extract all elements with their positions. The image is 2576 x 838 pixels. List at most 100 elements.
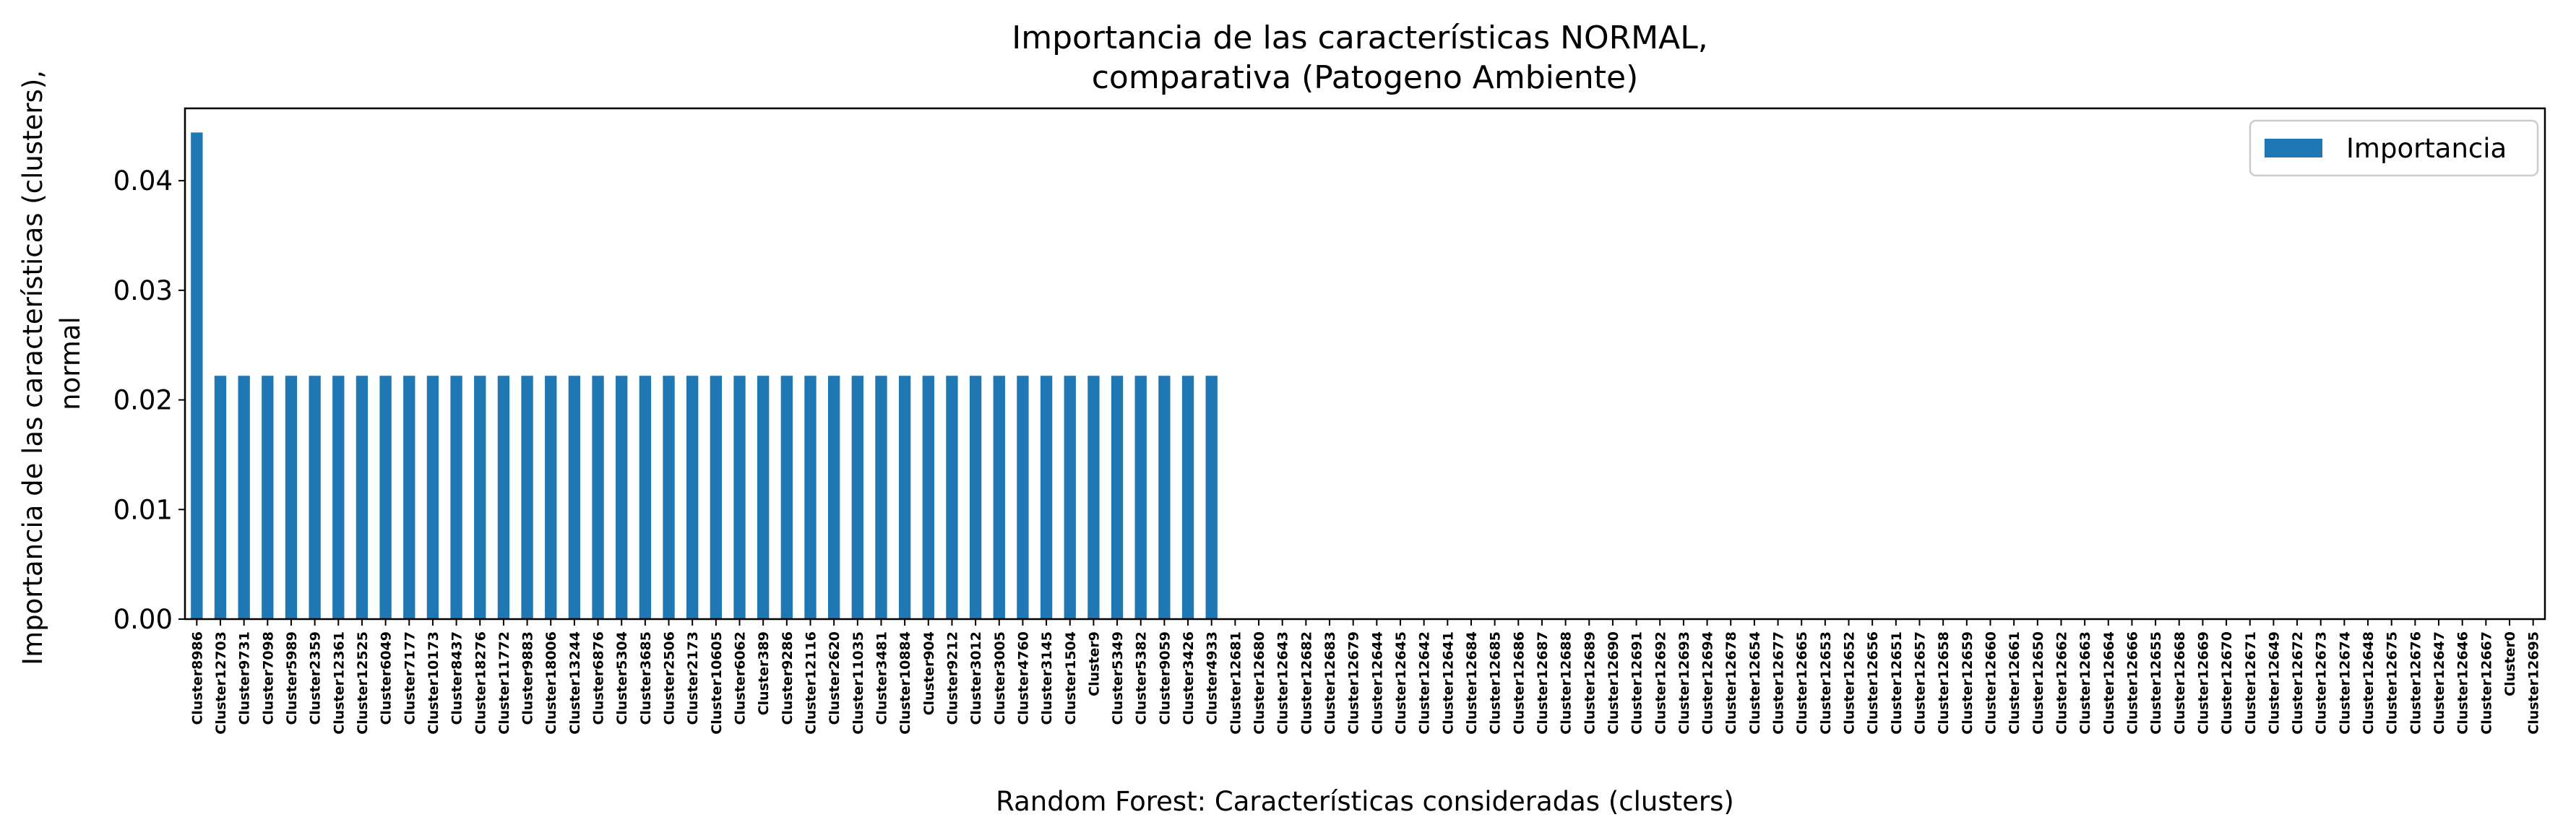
x-tick-label-Cluster12643: Cluster12643 xyxy=(1275,631,1291,735)
x-tick-label-Cluster2620: Cluster2620 xyxy=(827,631,843,725)
x-tick-label-Cluster12672: Cluster12672 xyxy=(2290,631,2306,735)
legend-swatch-importancia xyxy=(2265,139,2322,157)
x-axis-label: Random Forest: Características considera… xyxy=(996,786,1734,817)
bar-Cluster11772 xyxy=(497,376,510,619)
y-axis-ticks: 0.00 0.01 0.02 0.03 0.04 xyxy=(113,165,185,635)
y-tick-label: 0.03 xyxy=(113,275,173,306)
x-tick-label-Cluster12654: Cluster12654 xyxy=(1747,631,1763,735)
bar-Cluster13244 xyxy=(568,376,581,619)
bar-Cluster10605 xyxy=(710,376,723,619)
x-tick-label-Cluster12666: Cluster12666 xyxy=(2124,631,2140,735)
x-tick-label-Cluster3426: Cluster3426 xyxy=(1181,631,1197,725)
x-tick-label-Cluster12693: Cluster12693 xyxy=(1676,631,1692,735)
x-tick-label-Cluster12669: Cluster12669 xyxy=(2195,631,2211,735)
x-tick-label-Cluster7177: Cluster7177 xyxy=(402,631,418,725)
x-tick-label-Cluster12650: Cluster12650 xyxy=(2030,631,2046,735)
x-tick-label-Cluster12652: Cluster12652 xyxy=(1842,631,1858,735)
bar-Cluster3012 xyxy=(969,376,982,619)
x-tick-label-Cluster12686: Cluster12686 xyxy=(1511,631,1527,735)
chart-title-line-1: Importancia de las características NORMA… xyxy=(1012,20,1708,56)
x-tick-label-Cluster9212: Cluster9212 xyxy=(944,631,960,725)
bar-Cluster12116 xyxy=(804,376,817,619)
x-tick-label-Cluster12682: Cluster12682 xyxy=(1298,631,1314,735)
x-tick-label-Cluster3005: Cluster3005 xyxy=(992,631,1008,725)
x-tick-label-Cluster5382: Cluster5382 xyxy=(1134,631,1150,725)
x-tick-label-Cluster12694: Cluster12694 xyxy=(1700,631,1716,735)
x-tick-label-Cluster12670: Cluster12670 xyxy=(2219,631,2235,735)
x-tick-label-Cluster9883: Cluster9883 xyxy=(520,631,536,725)
x-tick-label-Cluster6049: Cluster6049 xyxy=(379,631,395,725)
x-tick-label-Cluster12671: Cluster12671 xyxy=(2243,631,2259,735)
plot-area-frame xyxy=(184,107,2546,621)
bar-Cluster9 xyxy=(1087,376,1100,619)
x-tick-label-Cluster12649: Cluster12649 xyxy=(2266,631,2282,735)
x-tick-label-Cluster12525: Cluster12525 xyxy=(355,631,371,735)
x-tick-label-Cluster9286: Cluster9286 xyxy=(780,631,796,725)
bar-Cluster904 xyxy=(922,376,934,619)
x-tick-label-Cluster12648: Cluster12648 xyxy=(2361,631,2377,735)
bar-Cluster3426 xyxy=(1181,376,1194,619)
x-tick-label-Cluster12703: Cluster12703 xyxy=(213,631,229,735)
x-tick-label-Cluster12646: Cluster12646 xyxy=(2455,631,2471,735)
x-tick-label-Cluster12660: Cluster12660 xyxy=(1983,631,1999,735)
bar-Cluster2359 xyxy=(309,376,321,619)
x-tick-label-Cluster12675: Cluster12675 xyxy=(2385,631,2400,735)
bar-Cluster5989 xyxy=(285,376,298,619)
x-tick-label-Cluster12361: Cluster12361 xyxy=(331,631,347,735)
x-tick-label-Cluster5304: Cluster5304 xyxy=(614,631,630,725)
x-tick-label-Cluster12644: Cluster12644 xyxy=(1369,631,1385,735)
bar-Cluster3685 xyxy=(639,376,652,619)
bar-Cluster7177 xyxy=(403,376,415,619)
x-tick-label-Cluster6062: Cluster6062 xyxy=(733,631,749,725)
x-tick-label-Cluster12679: Cluster12679 xyxy=(1346,631,1362,735)
x-tick-label-Cluster11772: Cluster11772 xyxy=(496,631,512,735)
x-tick-label-Cluster3012: Cluster3012 xyxy=(968,631,984,725)
bar-Cluster2173 xyxy=(686,376,699,619)
x-tick-label-Cluster4760: Cluster4760 xyxy=(1015,631,1031,725)
x-tick-label-Cluster389: Cluster389 xyxy=(756,631,772,715)
bar-Cluster3145 xyxy=(1040,376,1053,619)
y-axis-label-line-2: normal xyxy=(55,316,86,410)
x-tick-label-Cluster12677: Cluster12677 xyxy=(1771,631,1787,735)
legend: Importancia xyxy=(2249,119,2539,177)
chart-title-line-2: comparativa (Patogeno Ambiente) xyxy=(1092,59,1639,96)
y-tick-label: 0.00 xyxy=(113,604,173,635)
x-tick-label-Cluster12695: Cluster12695 xyxy=(2526,631,2542,735)
x-tick-label-Cluster12681: Cluster12681 xyxy=(1228,631,1244,735)
chart-title: Importancia de las características NORMA… xyxy=(1012,20,1718,96)
x-tick-label-Cluster12676: Cluster12676 xyxy=(2408,631,2424,735)
x-tick-label-Cluster12655: Cluster12655 xyxy=(2148,631,2164,735)
x-tick-label-Cluster2506: Cluster2506 xyxy=(662,631,678,725)
x-tick-label-Cluster0: Cluster0 xyxy=(2502,631,2518,696)
x-tick-label-Cluster10173: Cluster10173 xyxy=(426,631,441,735)
x-tick-label-Cluster12688: Cluster12688 xyxy=(1559,631,1575,735)
x-tick-label-Cluster8986: Cluster8986 xyxy=(189,631,205,725)
x-tick-label-Cluster9: Cluster9 xyxy=(1086,631,1102,696)
x-tick-label-Cluster12687: Cluster12687 xyxy=(1535,631,1551,735)
x-tick-label-Cluster10884: Cluster10884 xyxy=(897,631,913,735)
x-tick-label-Cluster12659: Cluster12659 xyxy=(1960,631,1976,735)
legend-box xyxy=(2249,119,2539,177)
bar-Cluster3005 xyxy=(993,376,1005,619)
x-tick-label-Cluster10605: Cluster10605 xyxy=(709,631,725,735)
x-tick-label-Cluster12684: Cluster12684 xyxy=(1464,631,1480,735)
x-tick-label-Cluster12661: Cluster12661 xyxy=(2007,631,2023,735)
x-tick-label-Cluster12674: Cluster12674 xyxy=(2337,631,2353,735)
y-tick-label: 0.02 xyxy=(113,385,173,416)
x-tick-label-Cluster13244: Cluster13244 xyxy=(567,631,583,735)
x-tick-label-Cluster12690: Cluster12690 xyxy=(1606,631,1621,735)
bar-Cluster9212 xyxy=(946,376,958,619)
legend-label-importancia: Importancia xyxy=(2346,133,2507,164)
x-tick-label-Cluster12641: Cluster12641 xyxy=(1440,631,1456,735)
x-tick-label-Cluster12116: Cluster12116 xyxy=(803,631,819,735)
bar-Cluster9286 xyxy=(780,376,793,619)
bar-Cluster9883 xyxy=(521,376,533,619)
bar-Cluster4933 xyxy=(1205,376,1218,619)
x-tick-label-Cluster12642: Cluster12642 xyxy=(1417,631,1433,735)
bar-Cluster8437 xyxy=(450,376,462,619)
x-tick-label-Cluster12668: Cluster12668 xyxy=(2172,631,2188,735)
bar-Cluster18006 xyxy=(545,376,557,619)
x-tick-label-Cluster3481: Cluster3481 xyxy=(874,631,889,725)
bar-Cluster3481 xyxy=(875,376,887,619)
x-tick-label-Cluster9731: Cluster9731 xyxy=(237,631,253,725)
